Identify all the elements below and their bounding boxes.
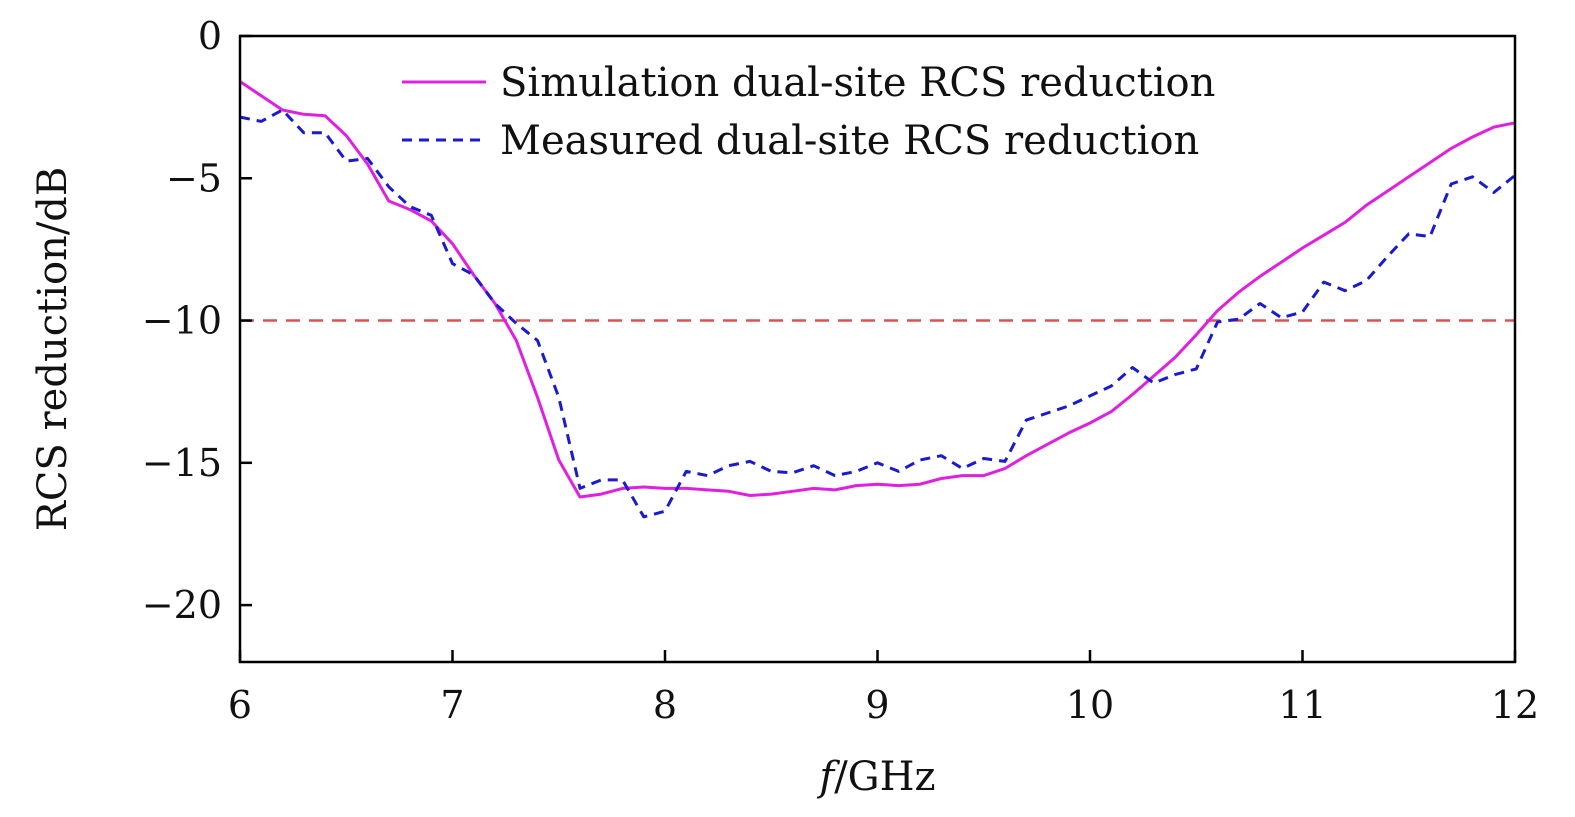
series-line-simulation xyxy=(239,80,1516,499)
y-tick-label: 0 xyxy=(198,14,222,58)
x-tick-label: 9 xyxy=(865,683,889,727)
x-tick-label: 11 xyxy=(1278,683,1326,727)
y-tick-label: −10 xyxy=(142,299,222,343)
x-tick-label: 10 xyxy=(1066,683,1114,727)
series-line-measured xyxy=(239,108,1516,519)
y-tick-label: −20 xyxy=(142,583,222,627)
x-axis-title-unit: /GHz xyxy=(834,754,935,800)
y-axis-title: RCS reduction/dB xyxy=(30,167,76,532)
x-tick-label: 6 xyxy=(228,683,252,727)
legend-label-measured: Measured dual-site RCS reduction xyxy=(500,118,1199,164)
ticks-layer: 6 7 8 9 10 11 12 0 −5 −10 −15 −20 xyxy=(142,14,1539,727)
series-layer xyxy=(239,80,1516,519)
x-tick-label: 7 xyxy=(440,683,464,727)
x-tick-label: 8 xyxy=(653,683,677,727)
y-tick-label: −15 xyxy=(142,441,222,485)
y-tick-label: −5 xyxy=(166,156,222,200)
x-axis-title: f/GHz xyxy=(816,754,935,800)
x-tick-label: 12 xyxy=(1491,683,1539,727)
legend-label-simulation: Simulation dual-site RCS reduction xyxy=(500,60,1215,106)
legend: Simulation dual-site RCS reduction Measu… xyxy=(402,60,1215,164)
